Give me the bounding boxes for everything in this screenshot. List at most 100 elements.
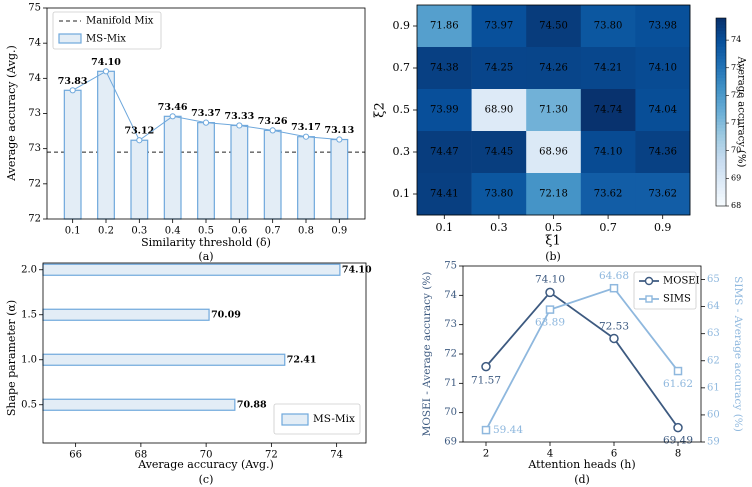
b-colorbar-segment: [716, 43, 726, 47]
b-colorbar-tick-label: 72: [731, 90, 741, 99]
a-data-label: 73.17: [291, 122, 321, 133]
b-colorbar-segment: [716, 171, 726, 176]
d-data-label-sims: 61.62: [663, 378, 693, 390]
b-cell-value: 71.86: [430, 21, 459, 32]
b-colorbar-segment: [716, 152, 726, 157]
b-plot-frame: [416, 4, 691, 216]
d-data-label-sims: 64.68: [599, 270, 629, 282]
b-cell-value: 74.74: [594, 105, 623, 116]
b-heatmap-cell: [526, 173, 582, 216]
b-heatmap-cell: [471, 173, 527, 216]
b-colorbar-segment: [716, 71, 726, 75]
b-colorbar-segment: [716, 165, 726, 169]
a-bar: [197, 122, 215, 220]
d-ytick-right-label: 62: [707, 355, 720, 366]
d-data-label-sims: 59.44: [493, 424, 523, 436]
d-legend-sims-marker: [645, 295, 653, 303]
b-colorbar-segment: [716, 168, 726, 173]
a-bar: [130, 139, 149, 220]
a-ytick-label: 74: [28, 73, 41, 84]
d-ytick-left-label: 71: [444, 378, 457, 389]
a-ylabel: Average accuracy (Avg.): [5, 45, 18, 182]
b-colorbar-segment: [716, 143, 726, 147]
b-colorbar-tick-label: 74: [731, 35, 741, 44]
b-colorbar-segment: [716, 149, 726, 154]
a-legend-label-series: MS-Mix: [86, 34, 126, 45]
c-bar: [42, 308, 210, 321]
a-ytick-label: 72: [28, 214, 41, 225]
b-heatmap-cell: [635, 5, 691, 48]
c-xtick-label: 66: [69, 450, 82, 461]
b-heatmap-cell: [471, 131, 527, 174]
b-heatmap-cell: [635, 47, 691, 90]
c-ytick-label: 0.5: [21, 399, 37, 410]
d-line-mosei: [485, 291, 679, 429]
b-colorbar-tick-label: 68: [731, 201, 741, 210]
b-colorbar-segment: [716, 115, 726, 119]
b-colorbar-segment: [716, 130, 726, 135]
c-bar: [42, 398, 236, 411]
b-colorbar-segment: [716, 49, 726, 53]
a-ytick-label: 73: [28, 143, 41, 154]
d-xtick-label: 8: [675, 449, 681, 460]
a-xtick-label: 0.4: [165, 226, 181, 237]
b-heatmap-cell: [580, 89, 636, 132]
d-ylabel-left: MOSEI - Average accuracy (%): [421, 272, 433, 437]
b-colorbar-segment: [716, 180, 726, 185]
c-ytick-label: 1.0: [21, 354, 37, 365]
d-legend-mosei-marker: [644, 276, 654, 286]
b-heatmap-cell: [526, 5, 582, 48]
b-colorbar-segment: [716, 83, 726, 88]
a-xtick-label: 0.7: [265, 226, 281, 237]
a-xtick-label: 0.9: [331, 226, 347, 237]
b-colorbar-segment: [716, 86, 726, 91]
b-heatmap-cell: [417, 89, 472, 132]
a-legend-label-baseline: Manifold Mix: [86, 16, 154, 27]
a-marker: [136, 137, 143, 144]
b-heatmap-cell: [635, 89, 691, 132]
b-colorbar-segment: [716, 61, 726, 66]
d-xtick-label: 4: [547, 449, 553, 460]
b-colorbar-tick-label: 71: [731, 118, 741, 127]
b-cell-value: 74.10: [594, 147, 623, 158]
a-data-label: 74.10: [91, 57, 121, 68]
d-marker-mosei: [481, 361, 491, 372]
b-colorbar-segment: [716, 133, 726, 138]
b-colorbar-segment: [716, 112, 726, 116]
b-cell-value: 74.41: [430, 189, 459, 200]
a-ytick-label: 75: [28, 3, 41, 14]
b-heatmap-cell: [580, 47, 636, 90]
a-legend-bar-swatch: [58, 33, 82, 44]
d-marker-sims: [481, 425, 491, 435]
d-marker-sims: [609, 283, 619, 293]
b-colorbar-segment: [716, 36, 726, 41]
b-colorbar-segment: [716, 187, 726, 191]
b-colorbar-label: Average accuracy (%): [736, 56, 747, 168]
c-data-label: 74.10: [342, 264, 372, 275]
d-marker-mosei: [673, 422, 683, 433]
d-marker-mosei: [609, 333, 619, 344]
b-colorbar-segment: [716, 193, 726, 198]
b-colorbar-segment: [716, 52, 726, 57]
b-cell-value: 74.38: [430, 63, 459, 74]
b-xlabel: ξ1: [545, 234, 560, 249]
b-colorbar-segment: [716, 46, 726, 50]
b-colorbar-tick-label: 69: [731, 173, 741, 182]
b-panel-label: (b): [545, 250, 561, 263]
b-cell-value: 71.30: [539, 105, 568, 116]
b-cell-value: 74.36: [648, 147, 677, 158]
b-colorbar-segment: [716, 24, 726, 28]
b-colorbar-tick-label: 73: [731, 63, 741, 72]
b-ytick-label: 0.5: [393, 103, 411, 116]
b-colorbar-segment: [716, 190, 726, 194]
a-data-label: 73.37: [191, 108, 221, 119]
b-colorbar-segment: [716, 90, 726, 94]
a-bar: [297, 136, 315, 220]
b-cell-value: 74.21: [594, 63, 623, 74]
c-bar: [42, 353, 286, 366]
d-data-label-mosei: 69.49: [663, 435, 693, 447]
d-ytick-right-label: 59: [707, 437, 720, 448]
b-cell-value: 73.97: [485, 21, 514, 32]
b-heatmap-cell: [580, 173, 636, 216]
b-heatmap-cell: [417, 131, 472, 174]
